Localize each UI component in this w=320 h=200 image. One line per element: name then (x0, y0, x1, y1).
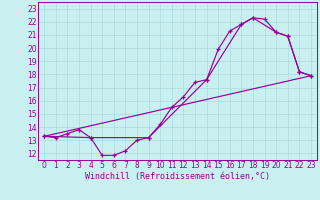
X-axis label: Windchill (Refroidissement éolien,°C): Windchill (Refroidissement éolien,°C) (85, 172, 270, 181)
